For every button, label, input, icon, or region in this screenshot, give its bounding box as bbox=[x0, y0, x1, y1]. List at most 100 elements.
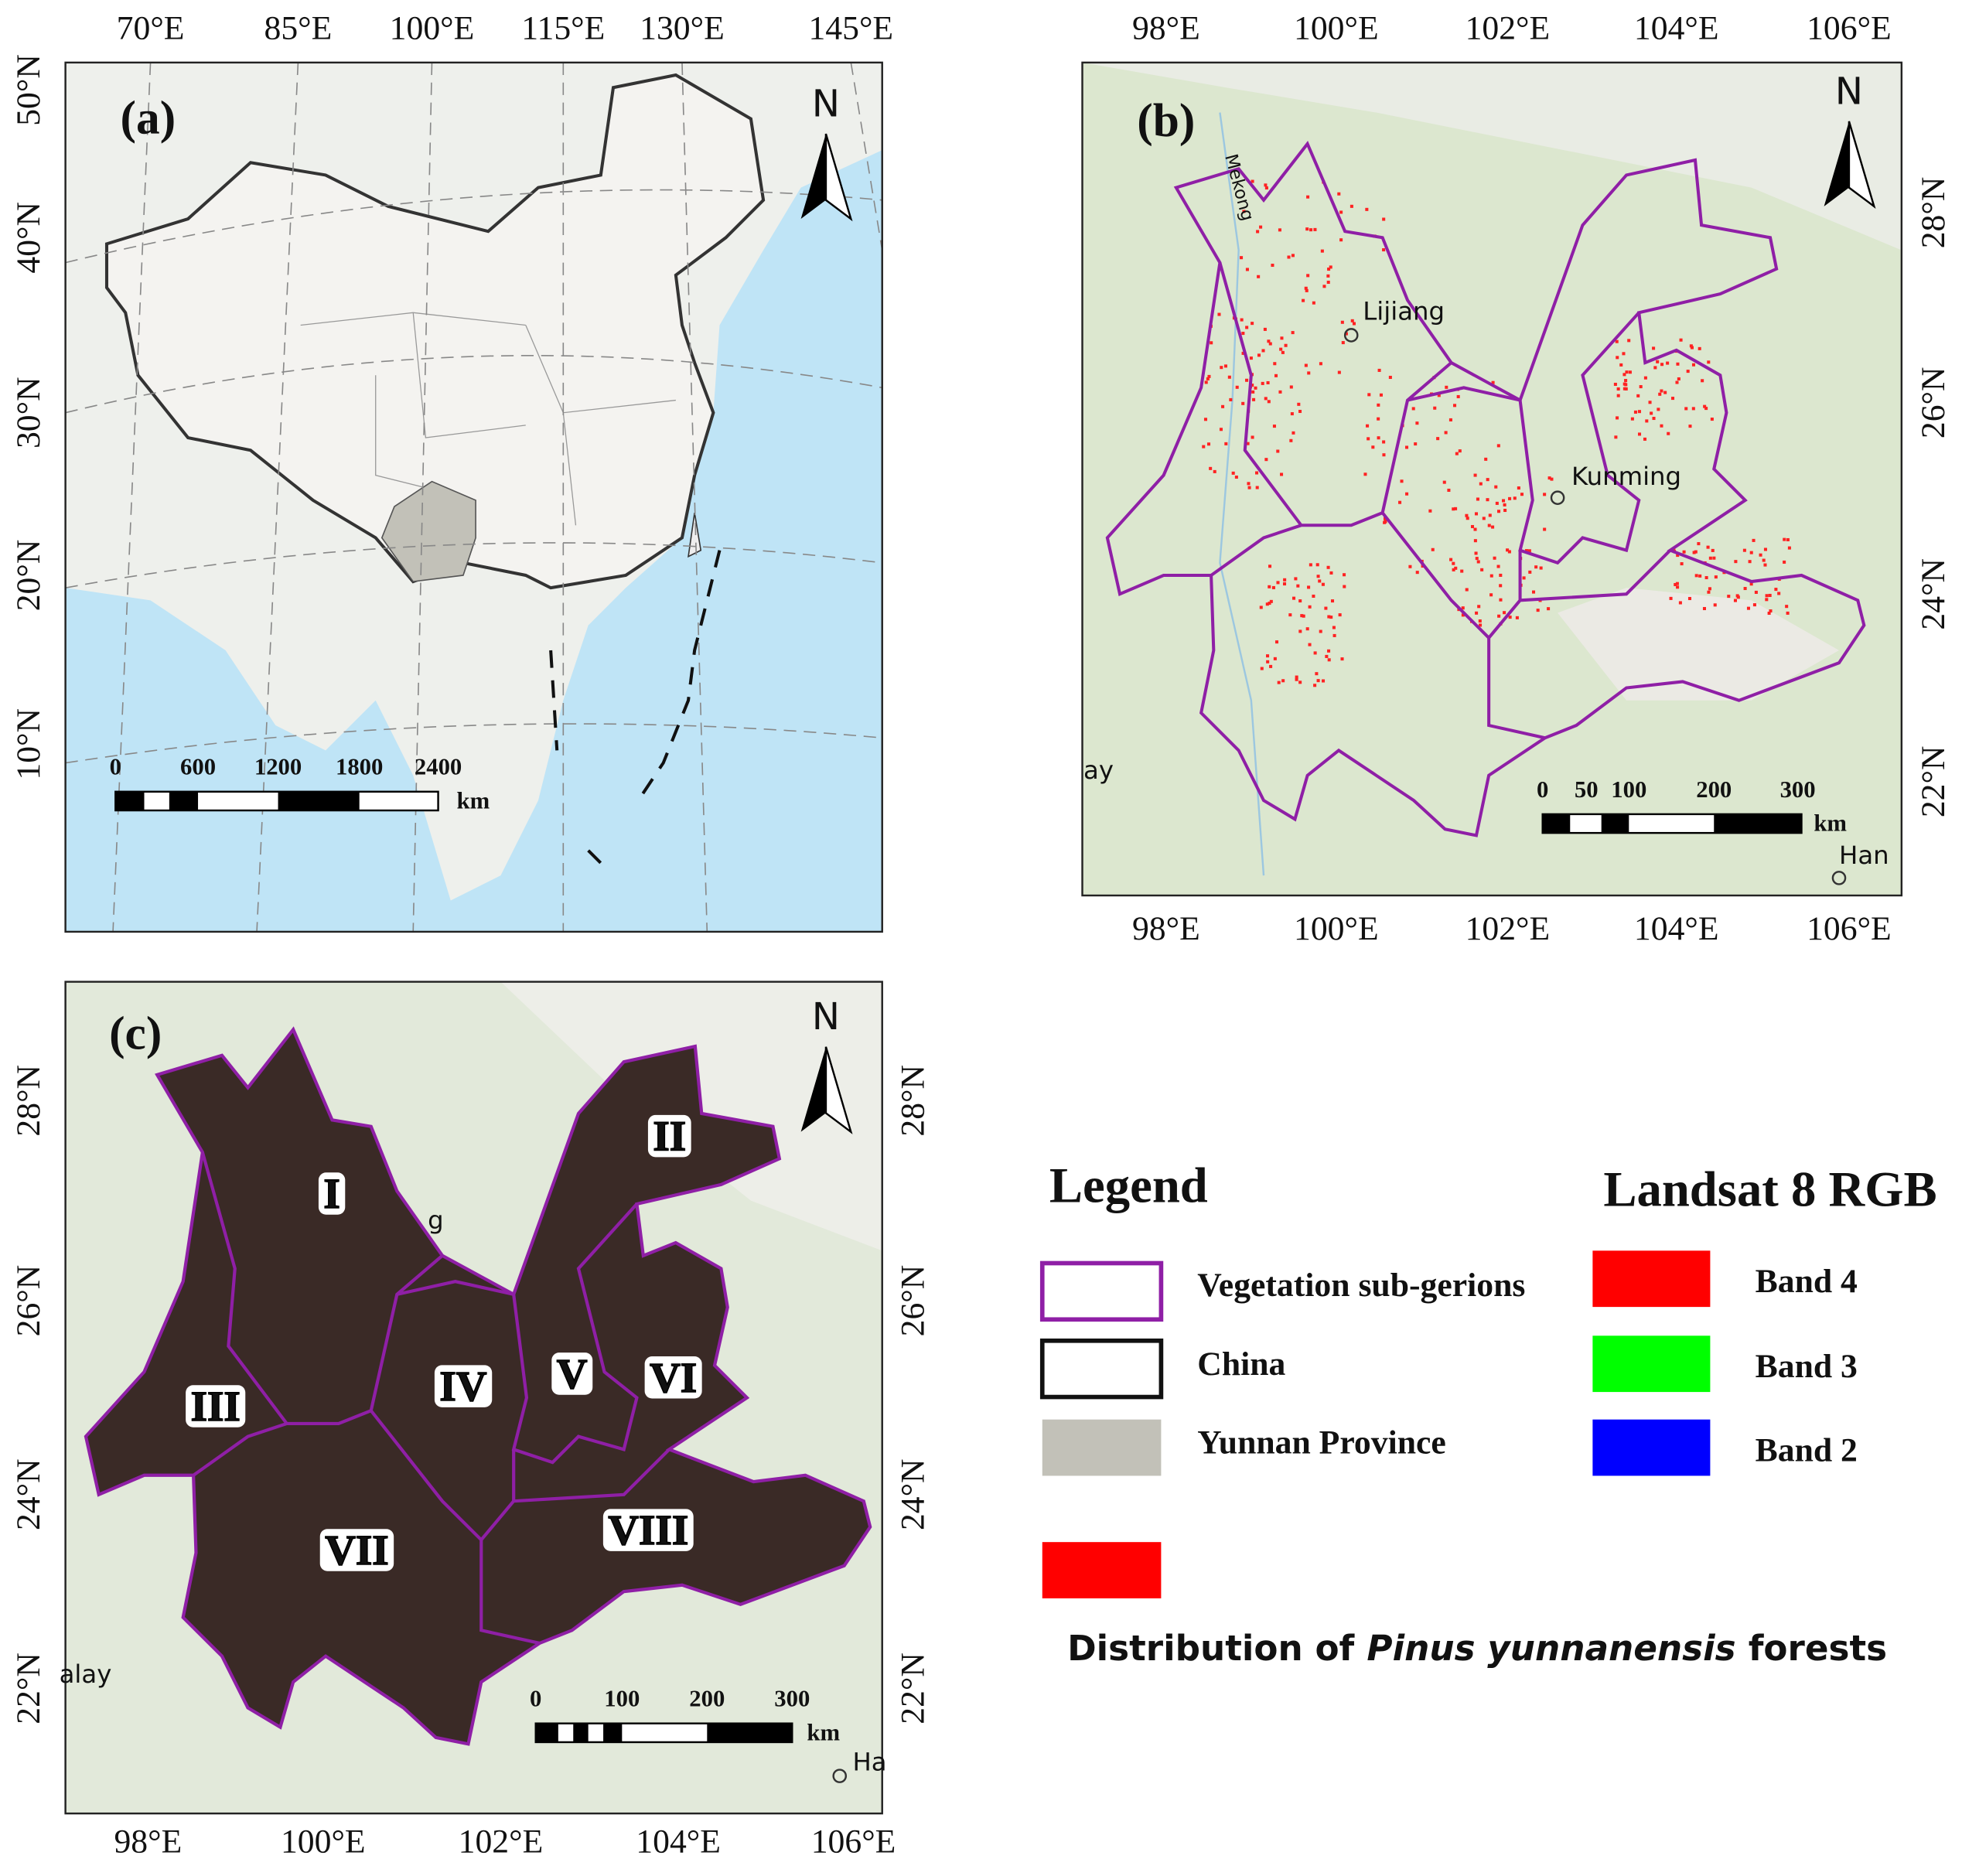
forest-pixel bbox=[1503, 503, 1506, 507]
forest-pixel bbox=[1316, 575, 1320, 578]
forest-pixel bbox=[1414, 442, 1418, 446]
forest-pixel bbox=[1309, 228, 1313, 232]
forest-pixel bbox=[1622, 382, 1626, 386]
y-tick-label: 22°N bbox=[1915, 746, 1952, 818]
map-b bbox=[1082, 62, 1902, 896]
forest-pixel bbox=[1261, 349, 1265, 353]
forest-pixel bbox=[1313, 227, 1317, 231]
x-tick-label: 100°E bbox=[1294, 910, 1379, 947]
scale-label: 300 bbox=[1780, 776, 1816, 803]
x-tick-label: 104°E bbox=[636, 1823, 721, 1861]
forest-pixel bbox=[1727, 595, 1731, 599]
region-label-box bbox=[434, 1365, 493, 1407]
forest-pixel bbox=[1783, 560, 1786, 564]
forest-pixel bbox=[1489, 593, 1493, 597]
forest-pixel bbox=[1786, 611, 1790, 615]
forest-pixel bbox=[1506, 548, 1510, 552]
y-tick-label: 24°N bbox=[10, 1458, 47, 1530]
forest-pixel bbox=[1241, 332, 1245, 336]
forest-pixel bbox=[1433, 406, 1437, 410]
forest-pixel bbox=[1247, 486, 1251, 489]
forest-pixel bbox=[1252, 397, 1256, 401]
forest-pixel bbox=[1479, 482, 1483, 486]
forest-pixel bbox=[1437, 394, 1441, 397]
forest-pixel bbox=[1291, 331, 1295, 335]
place-label: Han bbox=[1839, 841, 1889, 870]
y-tick-label: 24°N bbox=[894, 1458, 931, 1530]
forest-pixel bbox=[1340, 657, 1344, 661]
forest-pixel bbox=[1316, 679, 1320, 683]
forest-pixel bbox=[1706, 545, 1710, 549]
forest-pixel bbox=[1295, 675, 1298, 679]
north-arrow bbox=[1848, 121, 1876, 210]
forest-pixel bbox=[1694, 574, 1698, 578]
forest-pixel bbox=[1466, 517, 1469, 520]
distribution-label: Distribution of Pinus yunnanensis forests bbox=[1067, 1628, 1887, 1669]
forest-pixel bbox=[1473, 527, 1477, 531]
forest-pixel bbox=[1513, 496, 1517, 500]
forest-pixel bbox=[1306, 195, 1310, 199]
north-label: N bbox=[1835, 70, 1863, 113]
y-tick-label: 50°N bbox=[10, 54, 47, 126]
y-tick-label: 26°N bbox=[10, 1265, 47, 1337]
forest-pixel bbox=[1613, 382, 1617, 387]
forest-pixel bbox=[1619, 363, 1623, 367]
forest-pixel bbox=[1279, 347, 1283, 351]
scale-unit: km bbox=[457, 787, 490, 814]
forest-pixel bbox=[1675, 582, 1679, 585]
forest-pixel bbox=[1658, 392, 1662, 396]
forest-pixel bbox=[1340, 320, 1344, 324]
forest-pixel bbox=[1281, 350, 1285, 354]
forest-pixel bbox=[1326, 274, 1330, 278]
forest-pixel bbox=[1382, 217, 1386, 221]
forest-pixel bbox=[1332, 633, 1336, 637]
x-tick-label: 85°E bbox=[264, 9, 333, 46]
forest-pixel bbox=[1268, 602, 1271, 605]
forest-pixel bbox=[1622, 387, 1626, 391]
x-tick-label: 145°E bbox=[808, 9, 893, 46]
forest-pixel bbox=[1377, 417, 1380, 421]
forest-pixel bbox=[1657, 408, 1660, 411]
forest-pixel bbox=[1306, 274, 1310, 278]
forest-pixel bbox=[1445, 385, 1448, 389]
forest-pixel bbox=[1491, 525, 1495, 529]
forest-pixel bbox=[1499, 573, 1503, 577]
legend-label: Vegetation sub-gerions bbox=[1197, 1267, 1525, 1304]
forest-pixel bbox=[1273, 362, 1277, 366]
forest-pixel bbox=[1478, 619, 1482, 623]
forest-pixel bbox=[1309, 563, 1312, 567]
forest-pixel bbox=[1461, 613, 1465, 617]
forest-pixel bbox=[1261, 381, 1264, 385]
forest-pixel bbox=[1339, 238, 1343, 242]
forest-pixel bbox=[1343, 585, 1346, 588]
scale-segment bbox=[1601, 814, 1629, 834]
forest-pixel bbox=[1465, 513, 1469, 517]
y-tick-label: 10°N bbox=[10, 708, 47, 780]
forest-pixel bbox=[1616, 394, 1620, 397]
x-tick-label: 98°E bbox=[1132, 910, 1200, 947]
forest-pixel bbox=[1774, 588, 1778, 592]
forest-pixel bbox=[1616, 416, 1619, 420]
forest-pixel bbox=[1767, 611, 1771, 616]
forest-pixel bbox=[1452, 568, 1455, 571]
forest-pixel bbox=[1474, 512, 1479, 516]
scale-segment bbox=[535, 1723, 558, 1742]
forest-pixel bbox=[1290, 412, 1294, 416]
y-tick-label: 22°N bbox=[894, 1653, 931, 1724]
forest-pixel bbox=[1704, 575, 1708, 580]
forest-pixel bbox=[1315, 672, 1319, 676]
y-tick-label: 26°N bbox=[894, 1265, 931, 1337]
forest-pixel bbox=[1677, 377, 1680, 381]
scale-segment bbox=[603, 1723, 623, 1742]
forest-pixel bbox=[1268, 342, 1272, 346]
forest-pixel bbox=[1480, 568, 1484, 571]
forest-pixel bbox=[1259, 605, 1263, 609]
north-arrow bbox=[1824, 121, 1849, 206]
forest-pixel bbox=[1694, 550, 1698, 554]
region-label: V bbox=[557, 1350, 588, 1397]
forest-pixel bbox=[1643, 376, 1647, 380]
forest-pixel bbox=[1660, 424, 1663, 428]
forest-pixel bbox=[1622, 352, 1626, 356]
forest-pixel bbox=[1341, 341, 1345, 345]
forest-pixel bbox=[1698, 346, 1701, 350]
